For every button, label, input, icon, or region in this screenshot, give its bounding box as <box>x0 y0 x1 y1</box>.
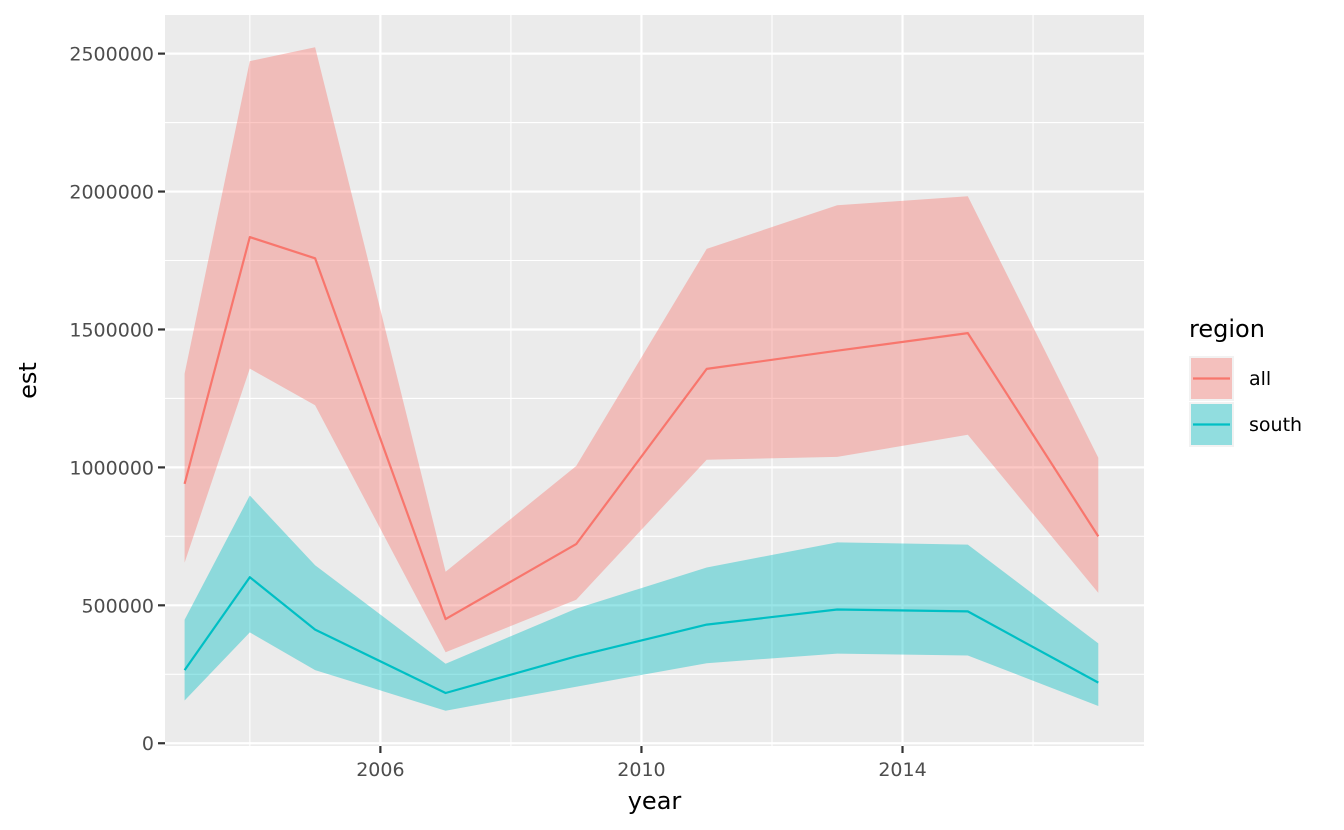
y-axis-title: est <box>14 362 42 399</box>
x-tick-label: 2010 <box>617 759 665 781</box>
y-tick-label: 500000 <box>81 595 154 617</box>
y-tick-label: 1500000 <box>69 319 154 341</box>
y-tick-label: 0 <box>142 733 154 755</box>
legend: region all south <box>1189 315 1302 447</box>
x-tick-label: 2006 <box>356 759 404 781</box>
legend-label-south: south <box>1249 414 1302 436</box>
legend-items: all south <box>1189 356 1302 447</box>
legend-title: region <box>1189 315 1265 343</box>
ribbon-south <box>184 495 1099 711</box>
series-lines <box>183 236 1100 695</box>
y-tick-label: 2500000 <box>69 44 154 66</box>
grid-major <box>165 15 1144 746</box>
plot-panel <box>165 15 1144 746</box>
line-all <box>183 236 1100 621</box>
grid-minor <box>165 15 1144 746</box>
y-axis: 0 500000 1000000 1500000 2000000 2500000 <box>69 44 165 755</box>
y-tick-label: 1000000 <box>69 457 154 479</box>
line-south <box>183 576 1099 695</box>
legend-label-all: all <box>1249 368 1271 390</box>
y-tick-label: 2000000 <box>69 182 154 204</box>
x-axis-title: year <box>628 787 682 815</box>
x-tick-label: 2014 <box>878 759 926 781</box>
ribbons <box>184 47 1099 711</box>
ribbon-all <box>184 47 1099 653</box>
x-axis: 2006 2010 2014 <box>356 746 927 781</box>
